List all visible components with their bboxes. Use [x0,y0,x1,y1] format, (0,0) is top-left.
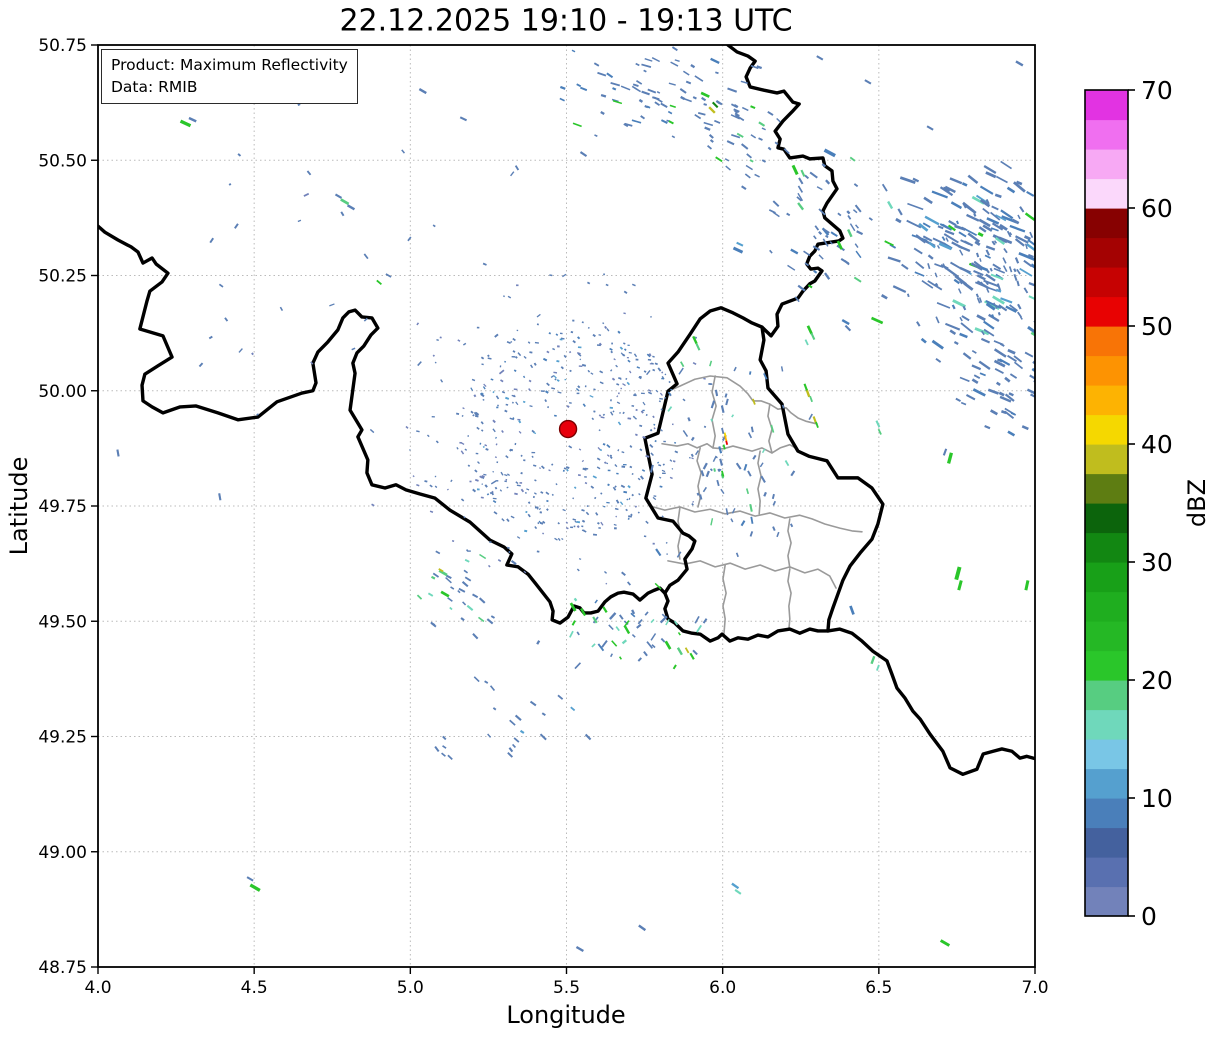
svg-text:49.25: 49.25 [38,728,87,748]
radar-echoes [116,46,1035,953]
info-product-line: Product: Maximum Reflectivity [111,56,348,74]
svg-text:4.0: 4.0 [84,978,111,998]
svg-text:6.0: 6.0 [709,978,736,998]
svg-text:5.0: 5.0 [397,978,424,998]
colorbar-label: dBZ [1183,478,1211,528]
svg-text:40: 40 [1141,430,1173,459]
info-box: Product: Maximum Reflectivity Data: RMIB [101,49,358,104]
colorbar-ticks: 0 10 20 30 40 50 60 70 [1128,76,1173,931]
info-data-source-line: Data: RMIB [111,78,198,97]
svg-text:50: 50 [1141,312,1173,341]
svg-text:20: 20 [1141,666,1173,695]
svg-text:48.75: 48.75 [38,958,87,978]
svg-text:0: 0 [1141,902,1157,931]
x-axis-ticks: 4.0 4.5 5.0 5.5 6.0 6.5 7.0 [84,967,1049,998]
svg-text:50.75: 50.75 [38,36,87,56]
svg-text:49.75: 49.75 [38,497,87,517]
svg-text:7.0: 7.0 [1021,978,1048,998]
svg-text:50.00: 50.00 [38,382,87,402]
colorbar: 0 10 20 30 40 50 60 70 [1084,76,1173,931]
svg-text:70: 70 [1141,76,1173,105]
x-axis-label: Longitude [506,1001,626,1029]
y-axis-ticks: 48.75 49.00 49.25 49.50 49.75 50.00 50.25 50.50… [38,36,98,978]
radar-site-dot [558,419,578,439]
svg-text:49.50: 49.50 [38,612,87,632]
gridlines [98,45,1035,967]
svg-text:30: 30 [1141,548,1173,577]
svg-text:5.5: 5.5 [553,978,580,998]
svg-text:10: 10 [1141,784,1173,813]
svg-text:4.5: 4.5 [241,978,268,998]
region-borders [649,375,863,635]
svg-text:60: 60 [1141,194,1173,223]
svg-text:6.5: 6.5 [865,978,892,998]
figure-title: 22.12.2025 19:10 - 19:13 UTC [339,3,793,39]
svg-text:50.50: 50.50 [38,151,87,171]
svg-text:49.00: 49.00 [38,843,87,863]
y-axis-label: Latitude [5,456,33,556]
svg-text:50.25: 50.25 [38,267,87,287]
